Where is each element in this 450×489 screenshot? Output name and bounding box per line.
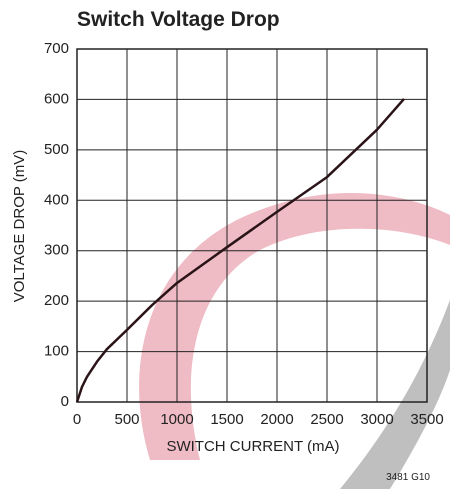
data-line (75, 98, 405, 403)
x-tick-label: 1500 (210, 411, 243, 428)
y-tick-label: 600 (44, 90, 69, 107)
x-tick-label: 1000 (160, 411, 193, 428)
y-tick-label: 200 (44, 292, 69, 309)
x-tick-label: 2500 (310, 411, 343, 428)
x-tick-label: 3000 (360, 411, 393, 428)
y-tick-label: 500 (44, 141, 69, 158)
figure-note: 3481 G10 (386, 472, 430, 483)
y-tick-label: 100 (44, 343, 69, 360)
y-axis-label: VOLTAGE DROP (mV) (11, 150, 28, 303)
watermark-arc (139, 193, 450, 460)
watermark-arc (340, 300, 450, 489)
chart-title: Switch Voltage Drop (77, 8, 280, 31)
y-tick-label: 300 (44, 242, 69, 259)
x-axis-label: SWITCH CURRENT (mA) (166, 438, 339, 455)
x-tick-label: 500 (114, 411, 139, 428)
x-tick-label: 0 (73, 411, 81, 428)
y-tick-label: 0 (61, 393, 69, 410)
y-tick-label: 700 (44, 40, 69, 57)
y-tick-label: 400 (44, 191, 69, 208)
x-tick-label: 2000 (260, 411, 293, 428)
x-tick-label: 3500 (410, 411, 443, 428)
